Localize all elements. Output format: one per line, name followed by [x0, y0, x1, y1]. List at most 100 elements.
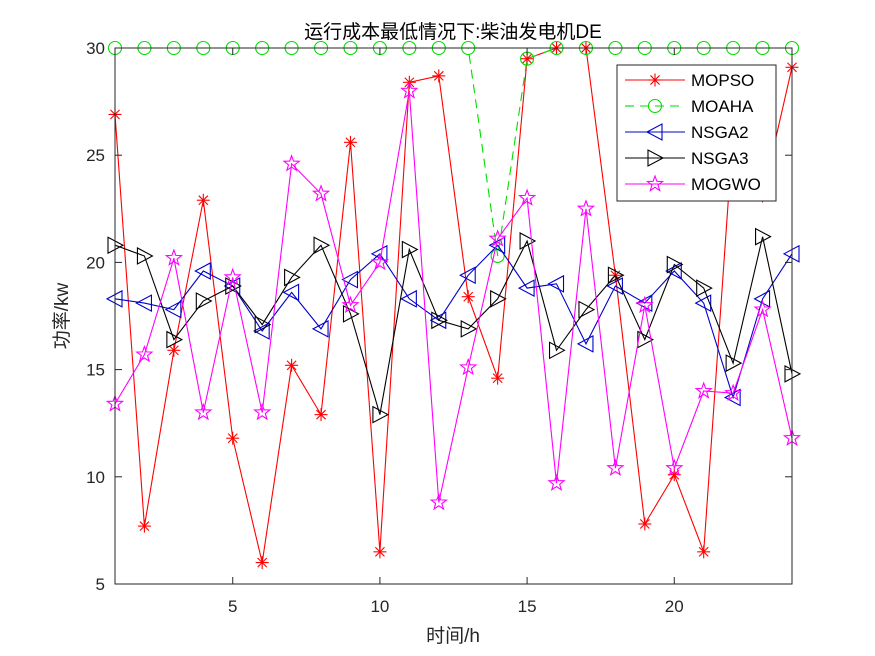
legend-marker-asterisk — [648, 73, 662, 87]
axes-layer: 5 10 15 20 5 10 15 20 25 30 — [86, 39, 793, 616]
data-point-nsga3 — [548, 341, 566, 360]
legend-marker-circle — [647, 98, 663, 114]
asterisk-stroke — [168, 345, 179, 356]
data-point-nsga3 — [284, 268, 301, 287]
asterisk-stroke — [669, 469, 680, 480]
data-point-mopso — [432, 69, 446, 83]
asterisk-stroke — [198, 195, 209, 206]
data-point-mogwo — [341, 295, 360, 314]
data-point-mopso — [226, 431, 240, 445]
legend-item-mogwo: MOGWO — [625, 174, 761, 194]
data-point-mopso — [373, 545, 387, 559]
data-point-nsga3 — [401, 240, 419, 259]
asterisk-stroke — [374, 546, 385, 557]
asterisk-stroke — [639, 519, 650, 529]
legend-box — [616, 64, 777, 202]
data-point-nsga2 — [517, 279, 535, 298]
chart-title: 运行成本最低情况下:柴油发电机DE — [304, 21, 602, 43]
data-point-nsga3 — [136, 247, 154, 265]
asterisk-stroke — [522, 53, 533, 64]
data-point-mogwo — [253, 402, 272, 421]
data-point-mogwo — [282, 154, 301, 172]
series-nsga3 — [107, 227, 802, 424]
y-tick-label: 5 — [96, 575, 105, 594]
data-point-mogwo — [223, 267, 242, 286]
data-point-mopso — [638, 517, 652, 531]
data-point-mopso — [461, 290, 475, 304]
legend: MOPSO MOAHA NSGA2 NSGA3 MOGWO — [616, 64, 777, 202]
data-point-mopso — [697, 545, 711, 559]
data-point-mopso — [167, 343, 181, 357]
data-point-mogwo — [370, 252, 390, 271]
data-point-mopso — [137, 519, 151, 533]
legend-item-nsga3: NSGA3 — [625, 149, 749, 168]
legend-label: NSGA2 — [691, 123, 749, 142]
legend-item-nsga2: NSGA2 — [625, 123, 749, 142]
data-point-mogwo — [547, 473, 566, 492]
asterisk-stroke — [227, 433, 238, 444]
legend-item-mopso: MOPSO — [625, 71, 754, 90]
data-point-mogwo — [488, 229, 507, 247]
data-point-nsga3 — [637, 330, 654, 349]
x-tick-label: 5 — [228, 597, 237, 616]
legend-label: MOGWO — [691, 175, 761, 194]
data-point-mogwo — [400, 81, 419, 99]
data-point-nsga3 — [755, 227, 772, 246]
data-point-nsga3 — [519, 232, 537, 250]
data-point-nsga2 — [253, 322, 270, 340]
data-point-nsga3 — [166, 330, 184, 349]
data-point-nsga2 — [459, 266, 476, 285]
legend-marker-triangle-left — [645, 123, 663, 141]
data-point-mogwo — [635, 295, 654, 314]
data-point-mogwo — [517, 188, 537, 206]
data-point-mopso — [196, 193, 210, 207]
data-point-nsga3 — [607, 266, 625, 285]
data-point-nsga3 — [254, 315, 272, 334]
x-axis-title: 时间/h — [426, 625, 480, 647]
data-point-mopso — [491, 371, 505, 385]
data-point-nsga2 — [282, 283, 300, 302]
data-point-mogwo — [665, 458, 684, 477]
data-point-nsga2 — [164, 300, 182, 319]
data-point-nsga2 — [135, 294, 152, 313]
data-point-mopso — [285, 358, 299, 372]
asterisk-stroke — [698, 546, 709, 557]
data-point-nsga3 — [313, 236, 331, 255]
asterisk-stroke — [316, 409, 326, 420]
data-point-nsga3 — [342, 304, 360, 323]
asterisk-stroke — [139, 521, 150, 532]
data-point-nsga3 — [578, 300, 596, 319]
asterisk-stroke — [345, 137, 356, 148]
y-tick-label: 25 — [86, 146, 105, 165]
data-point-nsga2 — [311, 319, 329, 338]
data-point-mogwo — [164, 248, 184, 266]
data-point-mogwo — [606, 458, 625, 477]
series-line-mopso — [114, 47, 793, 563]
asterisk-stroke — [286, 360, 297, 371]
data-point-nsga2 — [576, 334, 594, 353]
data-point-nsga3 — [460, 319, 478, 338]
legend-label: MOAHA — [691, 97, 754, 116]
data-point-mopso — [314, 408, 328, 422]
asterisk-stroke — [492, 373, 503, 384]
x-tick-label: 15 — [518, 597, 537, 616]
y-tick-label: 10 — [86, 468, 105, 487]
data-point-nsga3 — [195, 292, 213, 310]
data-point-nsga3 — [696, 279, 713, 298]
data-point-nsga2 — [370, 244, 388, 263]
data-point-nsga2 — [194, 262, 211, 280]
x-tick-label: 20 — [665, 597, 684, 616]
data-point-nsga2 — [400, 289, 417, 308]
data-point-nsga2 — [547, 274, 565, 293]
data-point-mogwo — [576, 199, 596, 217]
data-point-nsga2 — [606, 277, 623, 295]
data-point-nsga3 — [666, 255, 684, 274]
legend-marker-pentagram — [645, 174, 665, 192]
asterisk-stroke — [463, 291, 474, 302]
data-point-mopso — [255, 556, 269, 570]
data-point-mogwo — [694, 381, 713, 399]
data-point-nsga3 — [490, 289, 507, 308]
data-point-mogwo — [459, 357, 478, 376]
data-point-mogwo — [194, 402, 213, 421]
